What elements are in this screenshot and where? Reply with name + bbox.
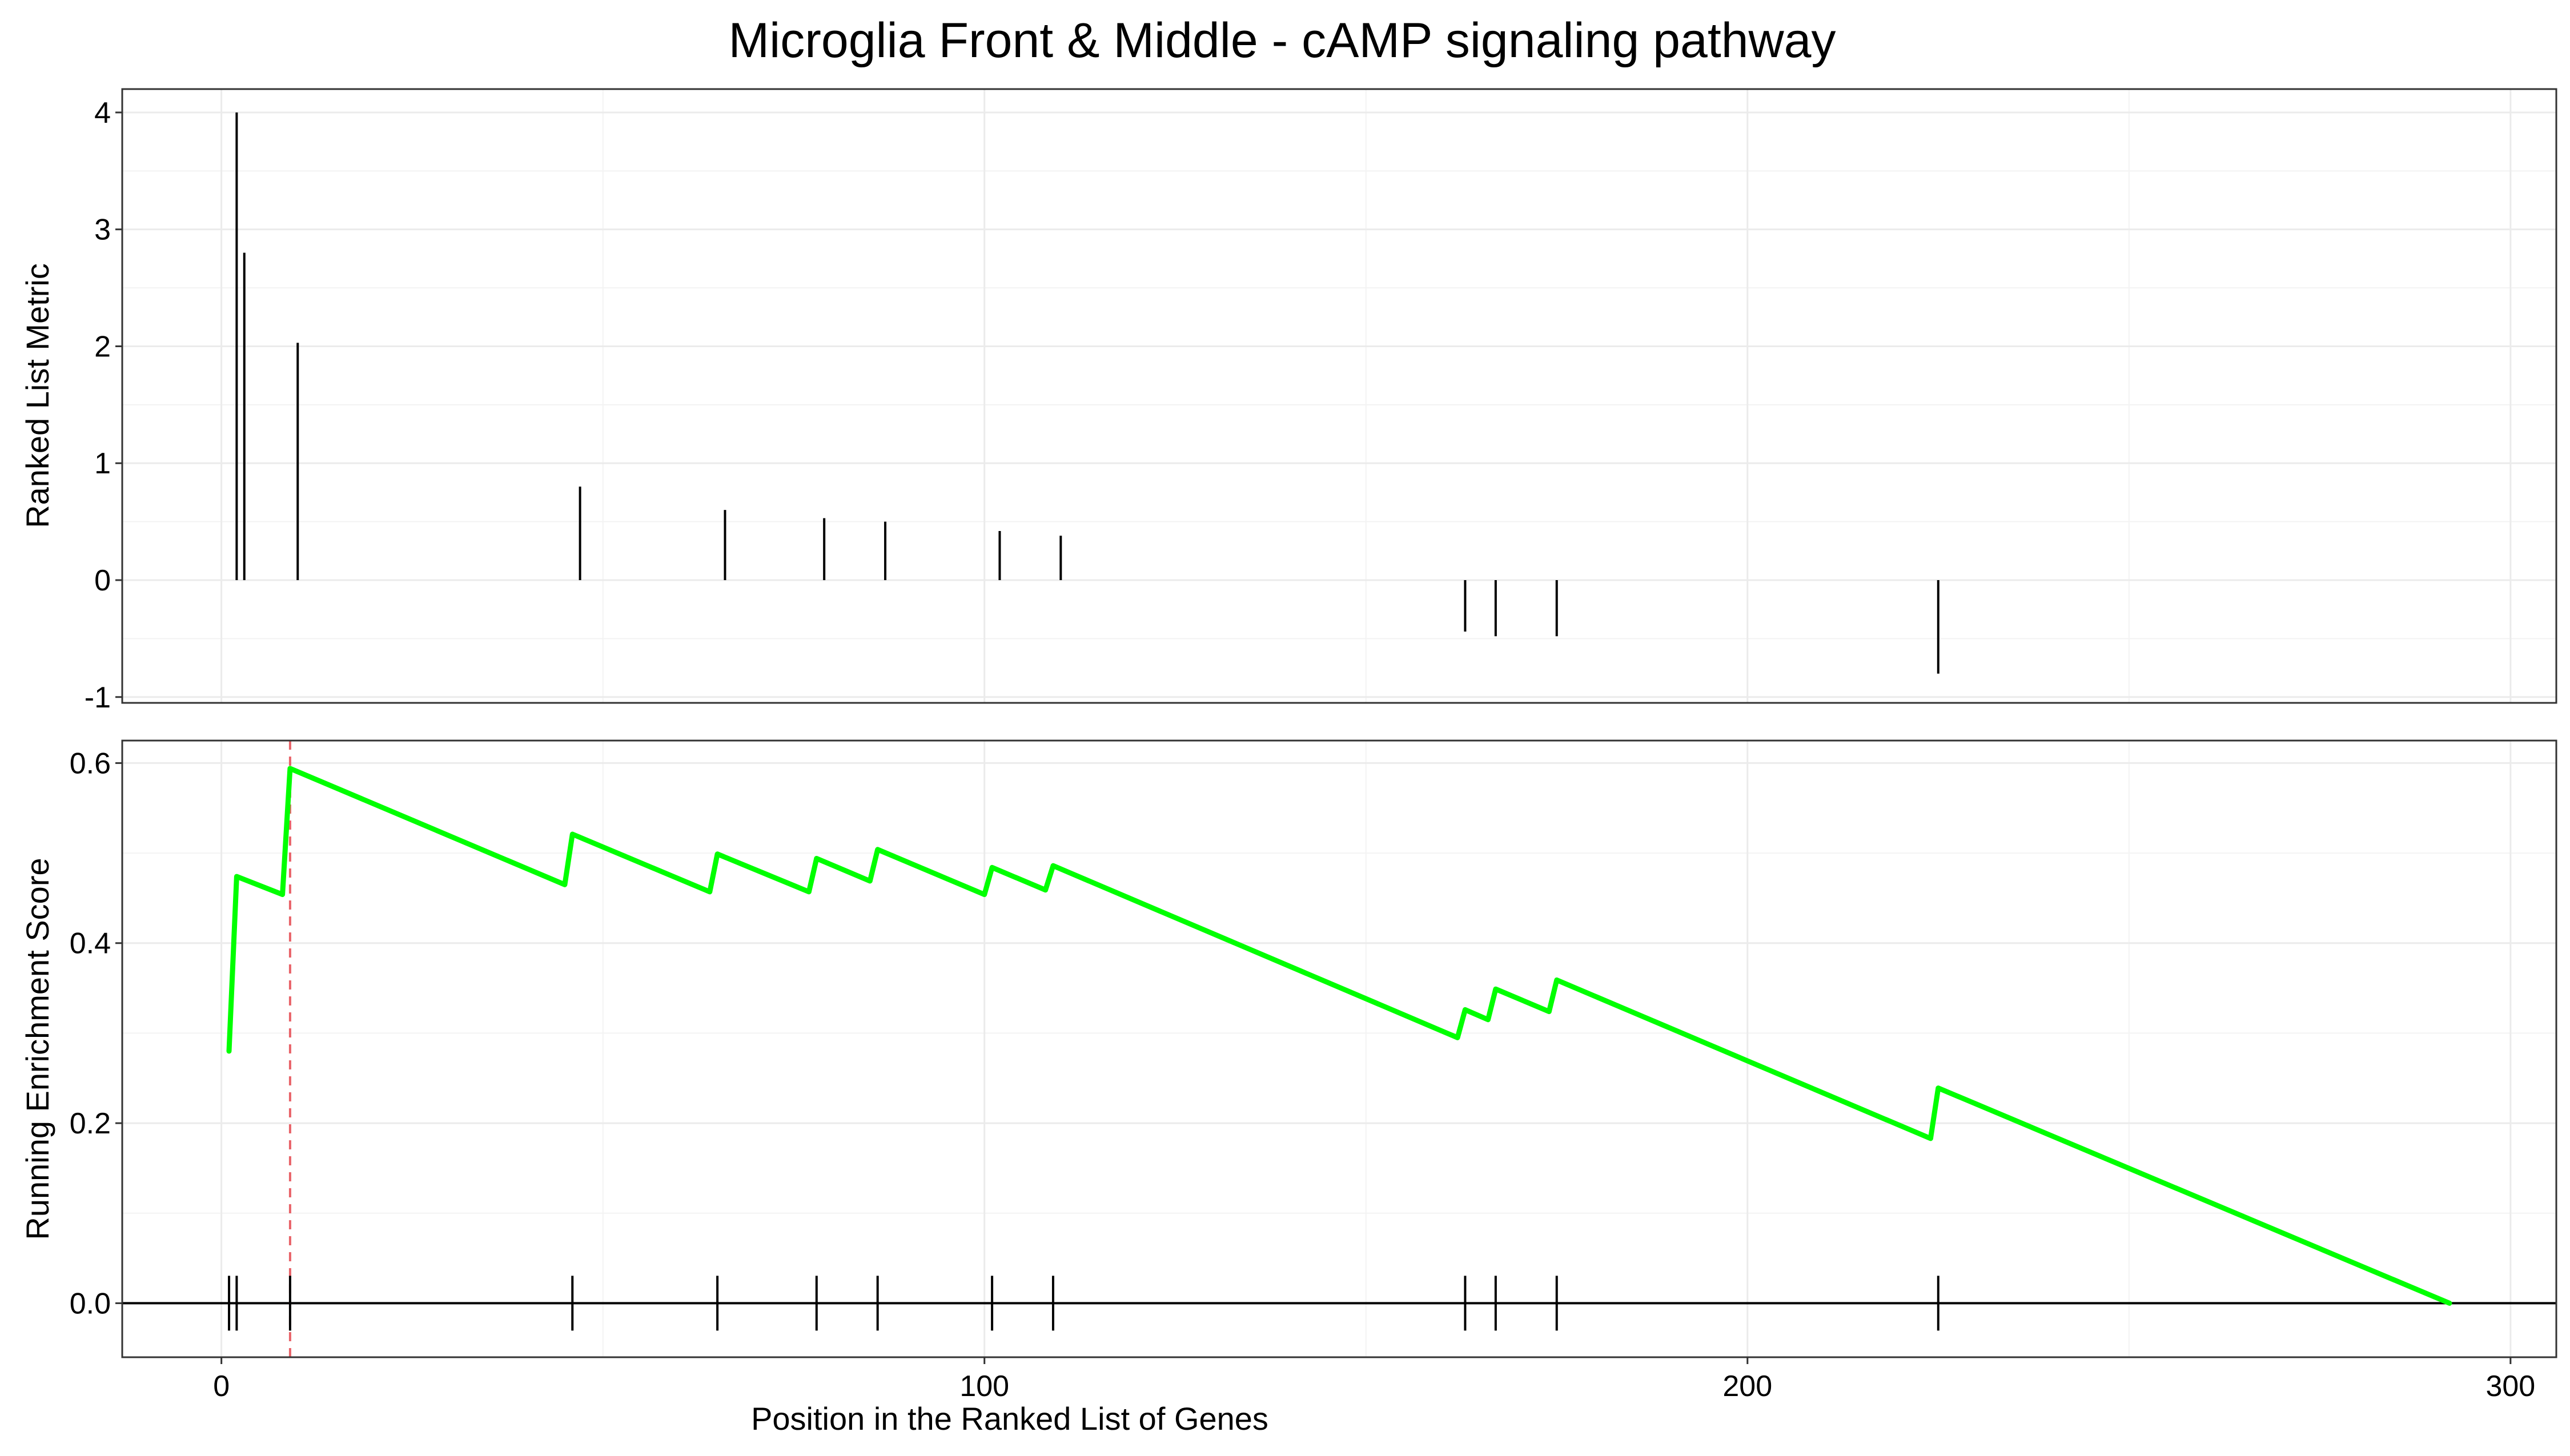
running-es-ylabel: Running Enrichment Score — [19, 858, 55, 1240]
ranked-metric-ytick-label: 3 — [94, 214, 111, 247]
ranked-metric-panel: -1 0 1 2 3 4 Ranked List Metric — [19, 89, 2556, 714]
running-es-ytick-label: 0.4 — [70, 927, 111, 960]
running-es-ytick-label: 0.0 — [70, 1287, 111, 1320]
ranked-metric-ylabel: Ranked List Metric — [19, 263, 55, 528]
ranked-metric-ytick-label: 2 — [94, 330, 111, 363]
running-es-ytick-label: 0.2 — [70, 1107, 111, 1140]
ranked-metric-ytick-label: -1 — [85, 681, 111, 714]
ranked-metric-ytick-label: 1 — [94, 447, 111, 480]
x-tick-label: 200 — [1722, 1370, 1772, 1403]
x-axis-label: Position in the Ranked List of Genes — [751, 1401, 1268, 1437]
ranked-metric-ytick-label: 4 — [94, 96, 111, 130]
running-es-panel: 0.0 0.2 0.4 0.6 Running Enrichment Score — [19, 741, 2556, 1357]
ranked-metric-ytick-label: 0 — [94, 564, 111, 597]
x-tick-label: 300 — [2485, 1370, 2535, 1403]
chart-title: Microglia Front & Middle - cAMP signalin… — [729, 13, 1836, 68]
running-es-ytick-label: 0.6 — [70, 747, 111, 780]
x-tick-label: 100 — [959, 1370, 1009, 1403]
x-tick-label: 0 — [213, 1370, 230, 1403]
